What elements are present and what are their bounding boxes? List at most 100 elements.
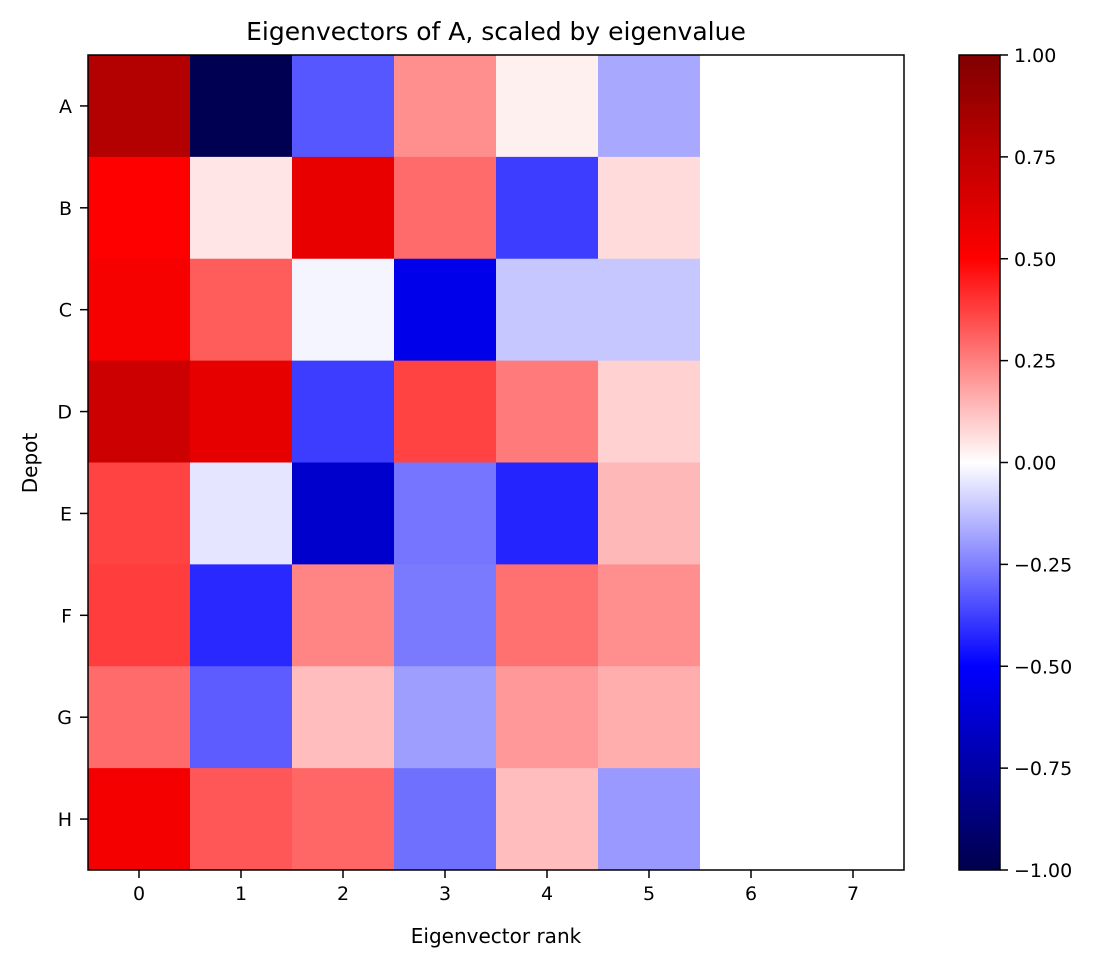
heatmap-cells [88, 55, 905, 871]
heatmap-cell [598, 258, 701, 362]
heatmap-cell [190, 666, 293, 769]
heatmap-cell [394, 666, 497, 769]
heatmap-cell [496, 462, 599, 565]
heatmap-cell [700, 258, 803, 362]
heatmap-cell [802, 156, 905, 260]
heatmap-cell [190, 462, 293, 565]
heatmap-cell [292, 156, 395, 260]
heatmap-cell [598, 768, 701, 871]
x-tick-label: 3 [439, 883, 451, 905]
heatmap-cell [496, 666, 599, 769]
colorbar-tick-label: 0.25 [1014, 351, 1056, 373]
colorbar-ticks: 1.00 0.75 0.50 0.25 0.00 −0.25 −0.50 −0.75 −1.00 [1000, 45, 1072, 882]
y-axis-label: Depot [18, 433, 42, 494]
colorbar-tick-label: 0.75 [1014, 147, 1056, 169]
x-tick-label: 7 [847, 883, 859, 905]
heatmap-cell [802, 462, 905, 565]
x-tick-label: 4 [541, 883, 553, 905]
heatmap-cell [496, 55, 599, 158]
heatmap-cell [394, 462, 497, 565]
heatmap-cell [394, 55, 497, 158]
heatmap-cell [700, 462, 803, 565]
colorbar-tick-label: 0.50 [1014, 249, 1056, 271]
y-tick-label: C [59, 300, 72, 322]
heatmap-cell [802, 666, 905, 769]
heatmap-cell [598, 666, 701, 769]
colorbar-tick-label: −0.25 [1014, 554, 1072, 576]
heatmap-cell [190, 360, 293, 463]
y-tick-label: F [61, 605, 72, 627]
heatmap-cell [802, 564, 905, 667]
x-tick-label: 6 [745, 883, 757, 905]
heatmap-cell [802, 360, 905, 463]
heatmap-cell [598, 360, 701, 463]
heatmap-cell [802, 55, 905, 158]
heatmap-cell [598, 55, 701, 158]
y-tick-label: E [60, 503, 72, 525]
heatmap-cell [292, 564, 395, 667]
heatmap-cell [292, 768, 395, 871]
y-tick-label: D [57, 402, 72, 424]
x-axis-label: Eigenvector rank [411, 924, 582, 948]
heatmap-cell [88, 156, 191, 260]
heatmap-cell [292, 666, 395, 769]
heatmap-cell [598, 564, 701, 667]
heatmap-cell [802, 768, 905, 871]
heatmap-cell [88, 462, 191, 565]
colorbar-tick-label: 1.00 [1014, 45, 1056, 67]
heatmap-cell [394, 768, 497, 871]
x-tick-label: 5 [643, 883, 655, 905]
heatmap-cell [496, 360, 599, 463]
heatmap-cell [700, 768, 803, 871]
heatmap-cell [88, 55, 191, 158]
heatmap-cell [190, 768, 293, 871]
colorbar-tick-label: 0.00 [1014, 453, 1056, 475]
heatmap-cell [598, 462, 701, 565]
heatmap-cell [700, 156, 803, 260]
heatmap-cell [394, 258, 497, 362]
heatmap-cell [88, 768, 191, 871]
heatmap-cell [88, 360, 191, 463]
heatmap-cell [292, 462, 395, 565]
heatmap-cell [394, 156, 497, 260]
colorbar-tick-label: −0.50 [1014, 656, 1072, 678]
heatmap-cell [496, 258, 599, 362]
heatmap-cell [598, 156, 701, 260]
x-axis-ticks: 0 1 2 3 4 5 6 7 [133, 870, 859, 905]
heatmap-cell [394, 564, 497, 667]
heatmap-cell [88, 564, 191, 667]
y-tick-label: A [59, 96, 72, 118]
x-tick-label: 1 [235, 883, 247, 905]
heatmap-cell [292, 258, 395, 362]
heatmap-cell [496, 768, 599, 871]
heatmap-cell [190, 564, 293, 667]
plot-frame [87, 54, 905, 871]
heatmap-cell [496, 564, 599, 667]
y-axis-ticks: A B C D E F G H [57, 96, 88, 831]
colorbar-tick-label: −0.75 [1014, 758, 1072, 780]
heatmap-cell [292, 55, 395, 158]
heatmap-cell [700, 55, 803, 158]
heatmap-cell [700, 564, 803, 667]
colorbar [958, 54, 1001, 871]
heatmap-cell [496, 156, 599, 260]
chart-title: Eigenvectors of A, scaled by eigenvalue [246, 17, 746, 46]
heatmap-cell [88, 666, 191, 769]
x-tick-label: 2 [337, 883, 349, 905]
heatmap-cell [700, 666, 803, 769]
heatmap-cell [88, 258, 191, 362]
heatmap-cell [190, 156, 293, 260]
heatmap-cell [700, 360, 803, 463]
heatmap-cell [802, 258, 905, 362]
heatmap-cell [190, 258, 293, 362]
y-tick-label: B [59, 198, 72, 220]
heatmap-cell [394, 360, 497, 463]
y-tick-label: H [58, 809, 72, 831]
heatmap-cell [190, 55, 293, 158]
colorbar-tick-label: −1.00 [1014, 860, 1072, 882]
x-tick-label: 0 [133, 883, 145, 905]
heatmap-cell [292, 360, 395, 463]
y-tick-label: G [57, 707, 72, 729]
